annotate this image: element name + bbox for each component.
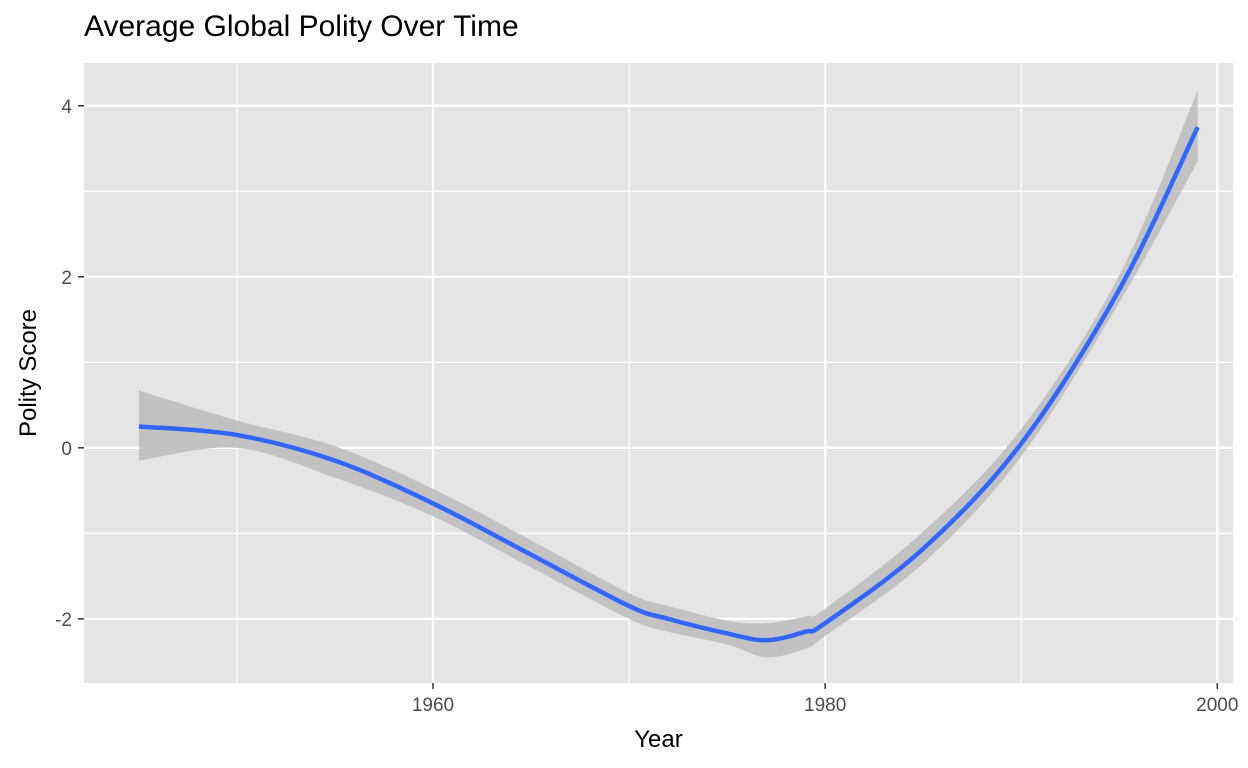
plot-panel-background (84, 63, 1233, 683)
chart-title: Average Global Polity Over Time (84, 10, 519, 43)
y-tick-label: 2 (61, 268, 72, 289)
x-tick-label: 1960 (412, 695, 454, 716)
y-axis-title: Polity Score (15, 309, 42, 437)
axis-layer: 1960 1980 2000 -2 0 2 4 (55, 97, 1238, 716)
x-axis-title: Year (634, 726, 683, 753)
smooth-trend-line (138, 126, 1200, 643)
y-tick-label: -2 (55, 610, 72, 631)
series-layer (138, 90, 1200, 658)
x-tick-label: 1980 (804, 695, 846, 716)
x-tick-label: 2000 (1196, 695, 1238, 716)
y-tick-label: 0 (61, 439, 72, 460)
y-tick-label: 4 (61, 97, 72, 118)
